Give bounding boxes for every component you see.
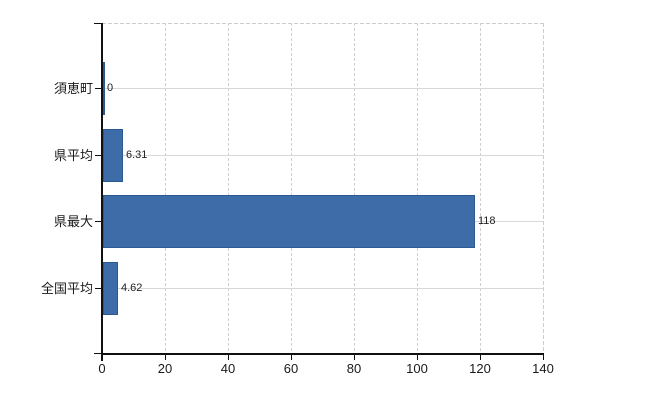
x-gridline xyxy=(228,23,229,353)
bar xyxy=(103,195,475,248)
value-label: 6.31 xyxy=(126,149,148,161)
y-axis-tick xyxy=(95,155,102,156)
category-label: 須恵町 xyxy=(53,81,93,96)
y-axis-tick xyxy=(95,88,102,89)
x-gridline xyxy=(480,23,481,353)
x-gridline xyxy=(165,23,166,353)
x-tick-label: 80 xyxy=(346,361,362,376)
x-tick-label: 140 xyxy=(532,361,554,376)
y-axis-tick xyxy=(95,221,102,222)
y-axis-line xyxy=(101,23,103,361)
category-label: 県最大 xyxy=(53,214,93,229)
value-label: 4.62 xyxy=(121,282,143,294)
category-label: 全国平均 xyxy=(40,281,93,296)
bar xyxy=(103,262,118,315)
x-axis-tick xyxy=(480,353,481,360)
x-axis-tick xyxy=(543,353,544,360)
x-gridline xyxy=(354,23,355,353)
x-axis-tick xyxy=(228,353,229,360)
y-axis-tick xyxy=(95,288,102,289)
x-axis-tick xyxy=(291,353,292,360)
bar xyxy=(103,129,123,182)
x-axis-tick xyxy=(354,353,355,360)
y-gridline xyxy=(103,88,543,89)
x-gridline xyxy=(291,23,292,353)
x-tick-label: 20 xyxy=(157,361,173,376)
x-axis-tick xyxy=(417,353,418,360)
y-gridline xyxy=(103,288,543,289)
x-tick-label: 0 xyxy=(98,361,106,376)
plot-border-right xyxy=(543,23,544,353)
x-axis-line xyxy=(101,353,544,355)
category-label: 県平均 xyxy=(53,148,93,163)
bar xyxy=(103,62,105,115)
x-axis-tick xyxy=(165,353,166,360)
x-tick-label: 120 xyxy=(469,361,491,376)
value-label: 0 xyxy=(107,82,114,94)
value-label: 118 xyxy=(478,215,496,227)
x-gridline xyxy=(417,23,418,353)
x-tick-label: 40 xyxy=(220,361,236,376)
x-tick-label: 100 xyxy=(406,361,428,376)
plot-border-top xyxy=(102,23,543,24)
x-tick-label: 60 xyxy=(283,361,299,376)
y-gridline xyxy=(103,155,543,156)
y-axis-boundary-tick xyxy=(94,353,102,354)
y-axis-boundary-tick xyxy=(94,23,102,24)
